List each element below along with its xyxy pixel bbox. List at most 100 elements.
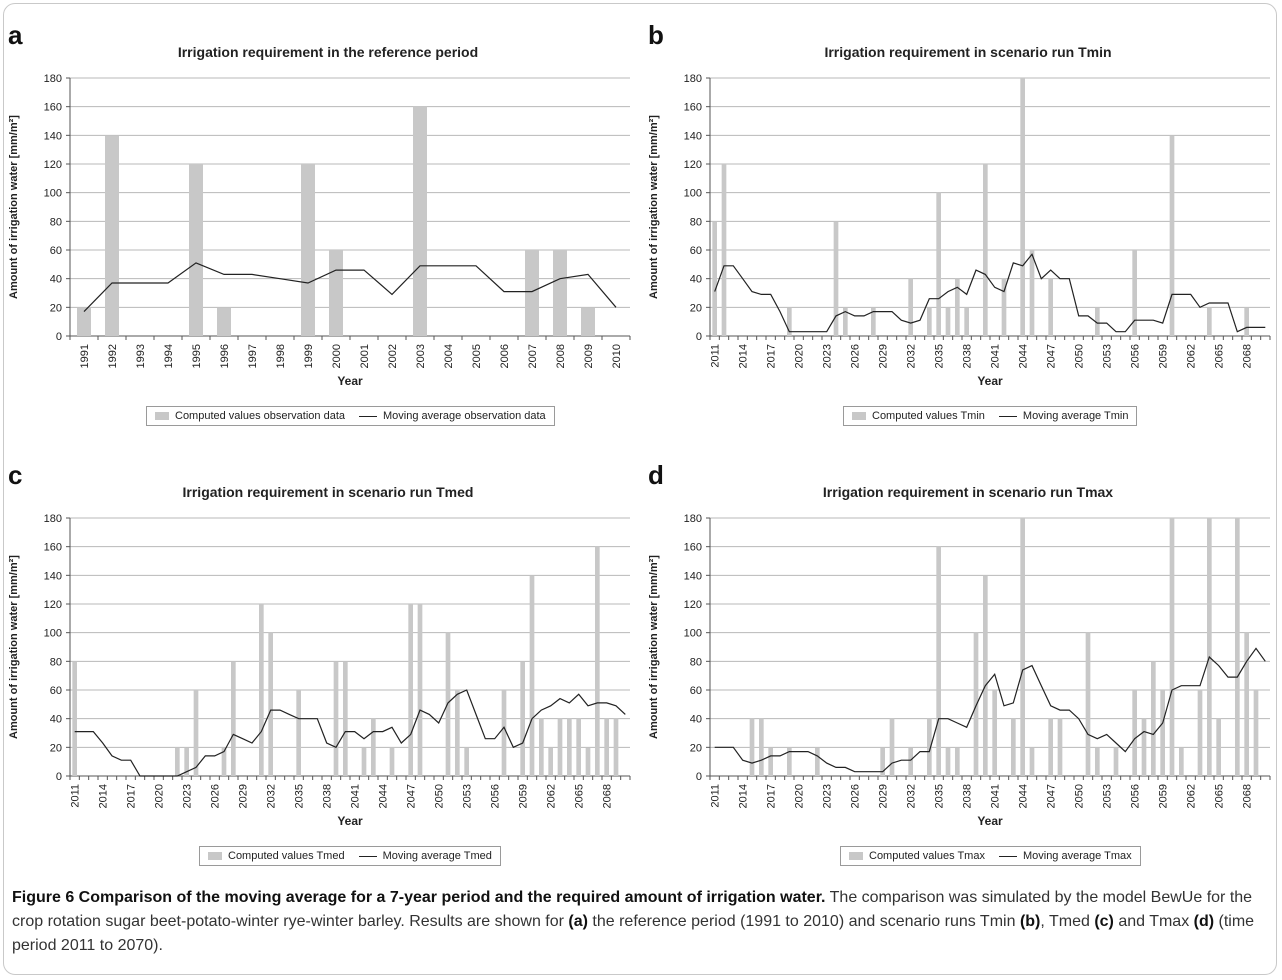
legend-line-label: Moving average observation data	[383, 410, 546, 422]
caption-text-5: (time period 2011 to 2070).	[12, 913, 1255, 954]
bar	[259, 604, 264, 776]
x-tick-label: 2056	[1130, 784, 1142, 808]
bar	[936, 192, 941, 336]
x-tick-label: 2041	[990, 344, 1002, 368]
bar	[1029, 747, 1035, 776]
bar	[1253, 690, 1259, 776]
chart-title: Irrigation requirement in scenario run T…	[182, 484, 474, 500]
x-axis-label: Year	[337, 374, 363, 388]
plot-area: 0 20 40 60 80 100 120 140 160 180 2011 2014 2017 2020…	[44, 513, 631, 808]
x-tick-label: 2032	[266, 784, 278, 808]
y-tick-label: 0	[56, 331, 62, 343]
x-tick-label: 2044	[1018, 344, 1030, 368]
x-tick-label: 2001	[359, 344, 371, 368]
y-tick-label: 180	[44, 513, 62, 525]
bar	[231, 661, 236, 776]
bar	[567, 718, 572, 776]
x-tick-label: 1992	[107, 344, 119, 368]
bar	[787, 747, 792, 776]
bar	[175, 747, 180, 776]
y-tick-label: 120	[684, 159, 702, 171]
y-tick-label: 120	[684, 599, 702, 611]
chart-panel-a: a Irrigation requirement in the reference…	[8, 20, 648, 462]
legend-line-swatch	[998, 415, 1017, 417]
x-axis-label: Year	[977, 374, 1003, 388]
x-tick-label: 2062	[546, 784, 558, 808]
bar	[445, 632, 451, 776]
bar	[595, 546, 600, 776]
legend-bar-swatch	[852, 412, 866, 420]
bar	[553, 250, 567, 336]
y-tick-label: 0	[696, 331, 702, 343]
y-tick-label: 140	[44, 130, 62, 142]
bar	[1095, 307, 1100, 336]
legend-bar-label: Computed values Tmin	[872, 410, 985, 422]
bar	[525, 250, 539, 336]
y-tick-label: 20	[50, 742, 62, 754]
y-tick-label: 40	[690, 714, 702, 726]
bar	[1216, 718, 1221, 776]
x-tick-label: 2026	[210, 784, 222, 808]
legend-line-label: Moving average Tmin	[1022, 410, 1129, 422]
bar	[983, 164, 988, 336]
x-tick-label: 2068	[602, 784, 614, 808]
chart-panel-c: c Irrigation requirement in scenario run …	[8, 460, 648, 902]
x-tick-label: 2065	[574, 784, 586, 808]
x-tick-label: 2053	[1102, 344, 1114, 368]
y-tick-label: 0	[56, 771, 62, 783]
x-tick-label: 1994	[163, 344, 175, 368]
x-tick-label: 2050	[1074, 784, 1086, 808]
bar	[296, 690, 301, 776]
bar	[1207, 518, 1212, 776]
moving-average-line	[714, 647, 1266, 773]
x-tick-label: 1995	[191, 344, 203, 368]
bar	[936, 546, 941, 776]
x-tick-label: 2056	[1130, 344, 1142, 368]
legend-bar-label: Computed values Tmed	[228, 850, 345, 862]
x-tick-label: 2038	[962, 784, 974, 808]
x-tick-label: 2047	[406, 784, 418, 808]
figure-caption: Figure 6 Comparison of the moving averag…	[12, 886, 1274, 958]
caption-ref-a: (a)	[568, 913, 588, 930]
bar	[539, 718, 544, 776]
bar	[105, 135, 119, 336]
bar	[721, 164, 727, 336]
bar	[1151, 661, 1156, 776]
chart-panel-d: d Irrigation requirement in scenario run …	[648, 460, 1282, 902]
bar	[1235, 518, 1240, 776]
x-tick-label: 2023	[822, 784, 834, 808]
bar	[585, 747, 591, 776]
bar	[880, 747, 885, 776]
bar	[1197, 690, 1203, 776]
caption-ref-d: (d)	[1193, 913, 1215, 930]
bar	[712, 221, 717, 336]
legend-bar-swatch	[849, 852, 863, 860]
bar	[1132, 690, 1137, 776]
bar	[343, 661, 348, 776]
x-tick-label: 2020	[794, 344, 806, 368]
bar	[1048, 718, 1053, 776]
bar	[889, 718, 895, 776]
y-tick-label: 160	[684, 542, 702, 554]
x-tick-label: 2035	[934, 784, 946, 808]
bar	[268, 632, 273, 776]
bar	[927, 307, 932, 336]
bar	[871, 307, 876, 336]
caption-ref-b: (b)	[1019, 913, 1041, 930]
legend-line-swatch	[358, 855, 377, 857]
y-tick-label: 100	[44, 628, 62, 640]
y-tick-label: 20	[690, 302, 702, 314]
legend-bar-label: Computed values observation data	[175, 410, 345, 422]
plot-area: 0 20 40 60 80 100 120 140 160 180 2011 2014 2017 2020…	[684, 73, 1271, 368]
bar	[576, 718, 581, 776]
bar	[1244, 307, 1249, 336]
chart-panel-b: b Irrigation requirement in scenario run …	[648, 20, 1282, 462]
moving-average-line	[74, 689, 626, 777]
bar	[389, 747, 395, 776]
bar	[413, 106, 427, 337]
y-tick-label: 160	[44, 102, 62, 114]
x-tick-label: 2014	[738, 344, 750, 368]
bar	[768, 747, 773, 776]
bar	[955, 278, 960, 336]
x-tick-label: 2026	[850, 344, 862, 368]
